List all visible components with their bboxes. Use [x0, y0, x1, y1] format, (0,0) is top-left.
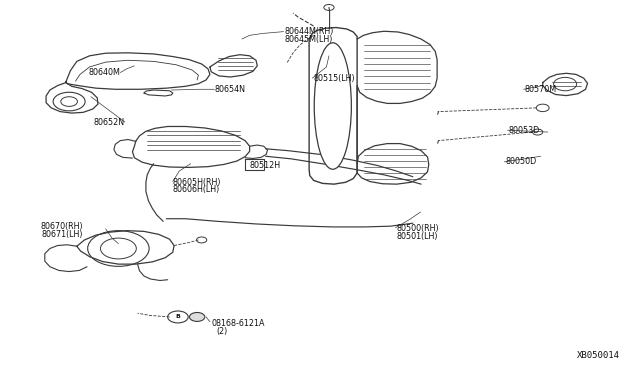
Text: B: B	[175, 314, 180, 320]
Text: 80501(LH): 80501(LH)	[397, 232, 438, 241]
Text: 80645M(LH): 80645M(LH)	[285, 35, 333, 44]
Text: 80050D: 80050D	[506, 157, 537, 166]
Text: 80515(LH): 80515(LH)	[314, 74, 355, 83]
Bar	[245, 159, 264, 170]
Text: 80605H(RH): 80605H(RH)	[173, 178, 221, 187]
Text: 80512H: 80512H	[250, 161, 281, 170]
Text: XB050014: XB050014	[577, 351, 620, 360]
Text: 80606H(LH): 80606H(LH)	[173, 185, 220, 194]
Text: 80671(LH): 80671(LH)	[42, 230, 83, 239]
Circle shape	[189, 312, 205, 321]
Text: 80053D: 80053D	[509, 126, 540, 135]
Text: 80500(RH): 80500(RH)	[397, 224, 440, 233]
Text: 80654N: 80654N	[214, 85, 245, 94]
Text: 80670(RH): 80670(RH)	[40, 222, 83, 231]
Text: 80640M: 80640M	[88, 68, 120, 77]
Text: 80644M(RH): 80644M(RH)	[285, 27, 334, 36]
Text: (2): (2)	[216, 327, 228, 336]
Text: 80570M: 80570M	[525, 85, 557, 94]
Text: 80652N: 80652N	[93, 118, 125, 127]
Ellipse shape	[314, 43, 351, 169]
Text: 08168-6121A: 08168-6121A	[211, 319, 265, 328]
